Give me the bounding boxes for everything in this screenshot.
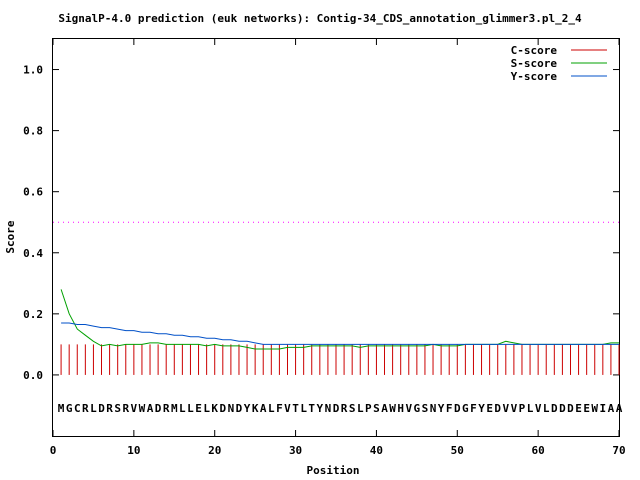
y-tick-label: 1.0 bbox=[23, 64, 43, 77]
sequence-letter: E bbox=[575, 402, 582, 415]
sequence-letter: L bbox=[357, 402, 364, 415]
sequence-letter: T bbox=[292, 402, 299, 415]
y-tick-label: 0.6 bbox=[23, 186, 43, 199]
y-tick-label: 0.0 bbox=[23, 369, 43, 382]
y-axis-label: Score bbox=[4, 220, 17, 253]
chart-marks: 0.0 0.2 0.4 0.6 0.8 1.0 0 10 20 30 40 50 60 70 C-score… bbox=[23, 39, 626, 457]
sequence-letter: E bbox=[583, 402, 590, 415]
sequence-letter: V bbox=[405, 402, 412, 415]
sequence-letter: V bbox=[535, 402, 542, 415]
chart-title: SignalP-4.0 prediction (euk networks): C… bbox=[58, 12, 582, 25]
sequence-letter: V bbox=[284, 402, 291, 415]
y-tick-label: 0.8 bbox=[23, 125, 43, 138]
sequence-letter: P bbox=[365, 402, 372, 415]
sequence-letter: R bbox=[122, 402, 129, 415]
sequence-letter: F bbox=[276, 402, 283, 415]
sequence-letter: S bbox=[373, 402, 380, 415]
sequence-letter: G bbox=[462, 402, 469, 415]
y-score-line bbox=[61, 322, 619, 345]
sequence-letter: Y bbox=[244, 402, 251, 415]
sequence-letter: R bbox=[341, 402, 348, 415]
x-tick-label: 60 bbox=[532, 444, 545, 457]
sequence-letter: S bbox=[422, 402, 429, 415]
sequence-letter: R bbox=[82, 402, 89, 415]
sequence-letter: D bbox=[98, 402, 105, 415]
sequence-letter: H bbox=[397, 402, 404, 415]
sequence-letter: K bbox=[211, 402, 218, 415]
sequence-letter: E bbox=[195, 402, 202, 415]
x-tick-label: 0 bbox=[50, 444, 57, 457]
sequence-letter: F bbox=[470, 402, 477, 415]
sequence-letter: C bbox=[74, 402, 81, 415]
y-tick-label: 0.2 bbox=[23, 308, 43, 321]
sequence-letter: N bbox=[430, 402, 437, 415]
sequence-letter: A bbox=[608, 402, 615, 415]
sequence-letter: L bbox=[90, 402, 97, 415]
sequence-letter: S bbox=[114, 402, 121, 415]
sequence-letter: A bbox=[616, 402, 623, 415]
x-axis-label: Position bbox=[307, 464, 360, 477]
sequence-letter: T bbox=[308, 402, 315, 415]
sequence-letter: A bbox=[147, 402, 154, 415]
sequence-letter: V bbox=[511, 402, 518, 415]
sequence-letter: N bbox=[228, 402, 235, 415]
sequence-letter: D bbox=[494, 402, 501, 415]
sequence-letter: N bbox=[325, 402, 332, 415]
sequence-letter: D bbox=[559, 402, 566, 415]
sequence-letter: P bbox=[519, 402, 526, 415]
sequence-letter: Y bbox=[317, 402, 324, 415]
sequence-letter: W bbox=[139, 402, 146, 415]
legend-label: C-score bbox=[511, 44, 558, 57]
sequence-letter: Y bbox=[478, 402, 485, 415]
sequence-letter: L bbox=[187, 402, 194, 415]
sequence-letter: Y bbox=[438, 402, 445, 415]
legend-label: Y-score bbox=[511, 70, 558, 83]
sequence-letter: L bbox=[179, 402, 186, 415]
x-tick-label: 10 bbox=[127, 444, 140, 457]
sequence-letter: E bbox=[486, 402, 493, 415]
legend-label: S-score bbox=[511, 57, 558, 70]
sequence-letter: L bbox=[203, 402, 210, 415]
sequence-letter: L bbox=[543, 402, 550, 415]
sequence-letter: W bbox=[591, 402, 598, 415]
sequence-letter: S bbox=[349, 402, 356, 415]
sequence-letter: L bbox=[527, 402, 534, 415]
sequence-letter: A bbox=[260, 402, 267, 415]
sequence-letter: D bbox=[155, 402, 162, 415]
y-tick-label: 0.4 bbox=[23, 247, 43, 260]
sequence-letter: D bbox=[551, 402, 558, 415]
sequence-letter: R bbox=[163, 402, 170, 415]
sequence-letter: D bbox=[454, 402, 461, 415]
x-tick-label: 70 bbox=[612, 444, 625, 457]
sequence-letter: F bbox=[446, 402, 453, 415]
plot-frame bbox=[52, 38, 620, 437]
sequence-letter: D bbox=[236, 402, 243, 415]
x-tick-label: 20 bbox=[208, 444, 221, 457]
sequence-letter: M bbox=[171, 402, 178, 415]
sequence-letter: G bbox=[66, 402, 73, 415]
sequence-letter: G bbox=[414, 402, 421, 415]
sequence-letter: M bbox=[58, 402, 65, 415]
s-score-line bbox=[60, 289, 619, 350]
sequence-letter: V bbox=[131, 402, 138, 415]
sequence-letter: L bbox=[300, 402, 307, 415]
sequence-letter: W bbox=[389, 402, 396, 415]
sequence-letter: D bbox=[219, 402, 226, 415]
sequence-letter: K bbox=[252, 402, 259, 415]
x-tick-label: 50 bbox=[451, 444, 464, 457]
sequence-letter: I bbox=[600, 402, 607, 415]
x-tick-label: 30 bbox=[289, 444, 302, 457]
sequence-letter: A bbox=[381, 402, 388, 415]
sequence-letter: V bbox=[502, 402, 509, 415]
sequence-letter: D bbox=[567, 402, 574, 415]
sequence-letter: D bbox=[333, 402, 340, 415]
x-tick-label: 40 bbox=[370, 444, 383, 457]
sequence-letter: L bbox=[268, 402, 275, 415]
sequence-letter: R bbox=[106, 402, 113, 415]
